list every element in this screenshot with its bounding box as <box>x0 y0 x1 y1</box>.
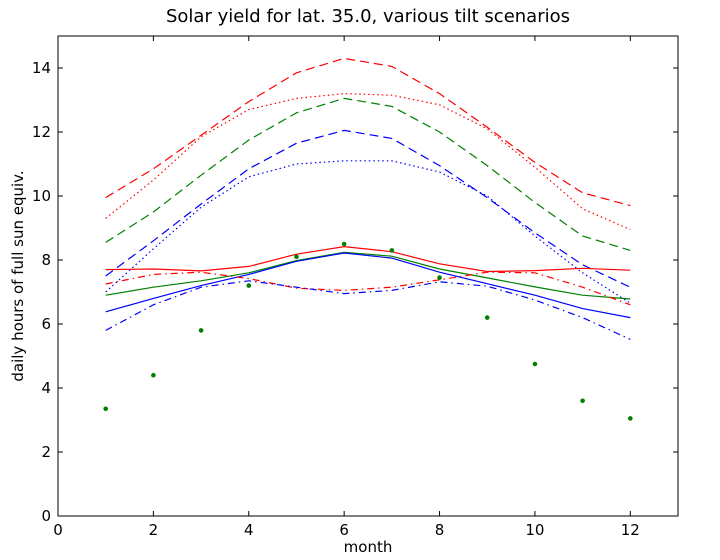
y-tick-label: 2 <box>41 443 51 461</box>
x-tick-label: 10 <box>525 521 544 539</box>
plot-frame <box>57 35 679 517</box>
data-point-10-2 <box>198 328 204 333</box>
series-line-7 <box>105 252 631 319</box>
y-tick-label: 14 <box>32 59 51 77</box>
x-tick-label: 0 <box>53 521 63 539</box>
data-point-10-6 <box>389 248 395 253</box>
series-line-8 <box>105 271 631 306</box>
series-line-9 <box>105 280 631 340</box>
data-point-10-0 <box>103 406 108 412</box>
y-tick-label: 12 <box>32 123 51 141</box>
x-tick-label: 4 <box>244 521 254 539</box>
x-tick-label: 2 <box>149 521 159 539</box>
series-line-1 <box>105 92 631 231</box>
x-axis-label: month <box>344 538 393 556</box>
chart-title: Solar yield for lat. 35.0, various tilt … <box>166 6 570 27</box>
data-point-10-4 <box>294 254 299 260</box>
y-tick-label: 10 <box>32 187 51 205</box>
y-axis-label: daily hours of full sun equiv. <box>9 170 27 381</box>
series-line-5 <box>105 245 631 273</box>
series-line-6 <box>105 251 631 300</box>
data-point-10-9 <box>532 361 538 367</box>
series-line-3 <box>105 129 631 288</box>
x-tick-label: 6 <box>339 521 349 539</box>
y-tick-label: 0 <box>41 507 51 525</box>
y-tick-label: 8 <box>41 251 51 269</box>
data-point-10-8 <box>484 315 490 320</box>
series-line-2 <box>105 97 631 251</box>
data-point-10-5 <box>341 241 347 247</box>
data-point-10-1 <box>151 372 156 378</box>
series-line-4 <box>105 160 631 304</box>
axis-ticks: 0 2 4 6 8 10 12 0 2 4 6 8 10 12 14 <box>32 36 678 539</box>
data-point-10-3 <box>246 283 252 288</box>
data-point-10-10 <box>580 398 585 404</box>
x-tick-label: 12 <box>621 521 640 539</box>
series-line-0 <box>105 57 631 207</box>
x-tick-label: 8 <box>435 521 445 539</box>
plot-series <box>103 57 633 421</box>
y-tick-label: 4 <box>41 379 51 397</box>
y-tick-label: 6 <box>41 315 51 333</box>
data-point-10-7 <box>437 275 442 280</box>
data-point-10-11 <box>628 416 633 421</box>
